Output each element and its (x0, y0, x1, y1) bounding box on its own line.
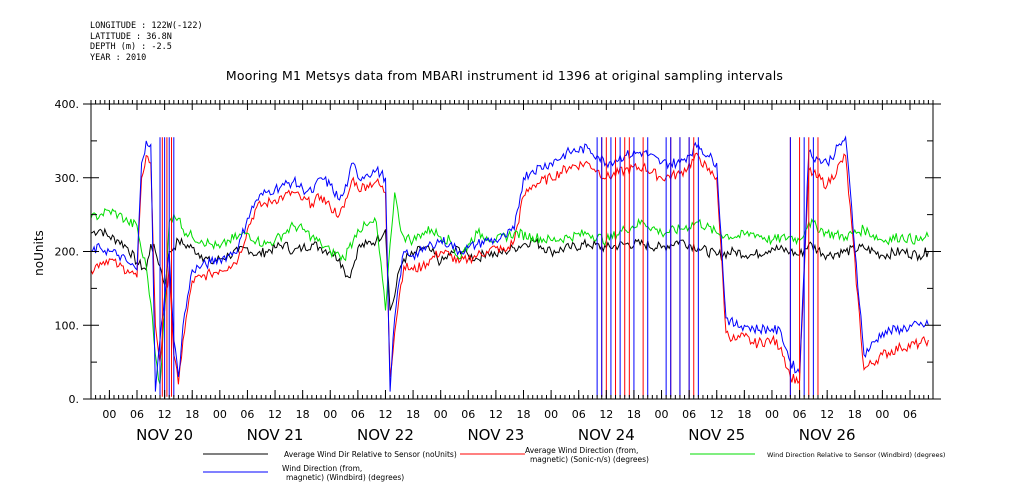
x-tick-label-24: 00 (765, 408, 779, 421)
x-tick-label-8: 00 (323, 408, 337, 421)
x-tick-label-3: 18 (185, 408, 199, 421)
x-tick-label-0: 00 (102, 408, 116, 421)
legend-red-label-2: magnetic) (Sonic-n/s) (degrees) (530, 455, 649, 464)
x-tick-label-27: 18 (848, 408, 862, 421)
x-day-label-4: NOV 24 (578, 426, 635, 444)
x-tick-label-16: 00 (544, 408, 558, 421)
series-line-2 (90, 192, 929, 385)
x-tick-label-18: 12 (599, 408, 613, 421)
year-text: YEAR : 2010 (90, 52, 147, 63)
legend-red-label-1: Average Wind Direction (from, (525, 446, 638, 455)
x-tick-label-28: 00 (875, 408, 889, 421)
x-tick-label-2: 12 (158, 408, 172, 421)
plot-frame (90, 103, 934, 400)
x-tick-label-23: 18 (737, 408, 751, 421)
x-tick-label-15: 18 (517, 408, 531, 421)
x-day-label-2: NOV 22 (357, 426, 414, 444)
chart-title: Mooring M1 Metsys data from MBARI instru… (225, 68, 784, 83)
x-day-label-3: NOV 23 (467, 426, 524, 444)
x-tick-label-29: 06 (903, 408, 917, 421)
y-tick-label-4: 400. (55, 98, 80, 111)
x-day-label-5: NOV 25 (688, 426, 745, 444)
series-line-3 (90, 135, 929, 392)
x-tick-label-25: 06 (793, 408, 807, 421)
x-tick-label-21: 06 (682, 408, 696, 421)
x-tick-label-17: 06 (572, 408, 586, 421)
y-tick-label-2: 200. (55, 246, 80, 259)
legend-black-label: Average Wind Dir Relative to Sensor (noU… (284, 450, 457, 459)
x-tick-label-6: 12 (268, 408, 282, 421)
latitude-text: LATITUDE : 36.8N (90, 31, 172, 42)
legend-green-label: Wind Direction Relative to Sensor (Windb… (767, 451, 945, 459)
y-tick-label-0: 0. (69, 393, 80, 406)
y-tick-label-1: 100. (55, 319, 80, 332)
y-tick-label-3: 300. (55, 172, 80, 185)
x-tick-label-20: 00 (655, 408, 669, 421)
x-tick-label-19: 18 (627, 408, 641, 421)
x-tick-label-4: 00 (213, 408, 227, 421)
x-day-label-6: NOV 26 (799, 426, 856, 444)
x-day-label-0: NOV 20 (136, 426, 193, 444)
y-axis-label: noUnits (32, 230, 46, 276)
legend-blue-label-1: Wind Direction (from, (282, 464, 362, 473)
x-tick-label-7: 18 (296, 408, 310, 421)
series-line-0 (90, 227, 929, 311)
legend-blue-label-2: magnetic) (Windbird) (degrees) (286, 473, 404, 482)
depth-text: DEPTH (m) : -2.5 (90, 42, 172, 52)
plot-area: 0. 100. 200. 300. 400. 00 06 12 18 00 06 12 18 00 06 12… (55, 98, 941, 444)
x-tick-label-5: 06 (240, 408, 254, 421)
x-day-label-1: NOV 21 (247, 426, 304, 444)
x-tick-label-11: 18 (406, 408, 420, 421)
x-tick-label-9: 06 (351, 408, 365, 421)
legend: Average Wind Dir Relative to Sensor (noU… (203, 446, 945, 482)
x-tick-label-13: 06 (461, 408, 475, 421)
x-tick-label-26: 12 (820, 408, 834, 421)
x-tick-label-1: 06 (130, 408, 144, 421)
x-tick-label-10: 12 (378, 408, 392, 421)
series-line-1 (90, 152, 929, 385)
x-tick-label-12: 00 (434, 408, 448, 421)
longitude-text: LONGITUDE : 122W(-122) (90, 21, 203, 31)
metadata-block: LONGITUDE : 122W(-122) LATITUDE : 36.8N … (90, 21, 203, 63)
x-tick-label-22: 12 (710, 408, 724, 421)
x-tick-label-14: 12 (489, 408, 503, 421)
